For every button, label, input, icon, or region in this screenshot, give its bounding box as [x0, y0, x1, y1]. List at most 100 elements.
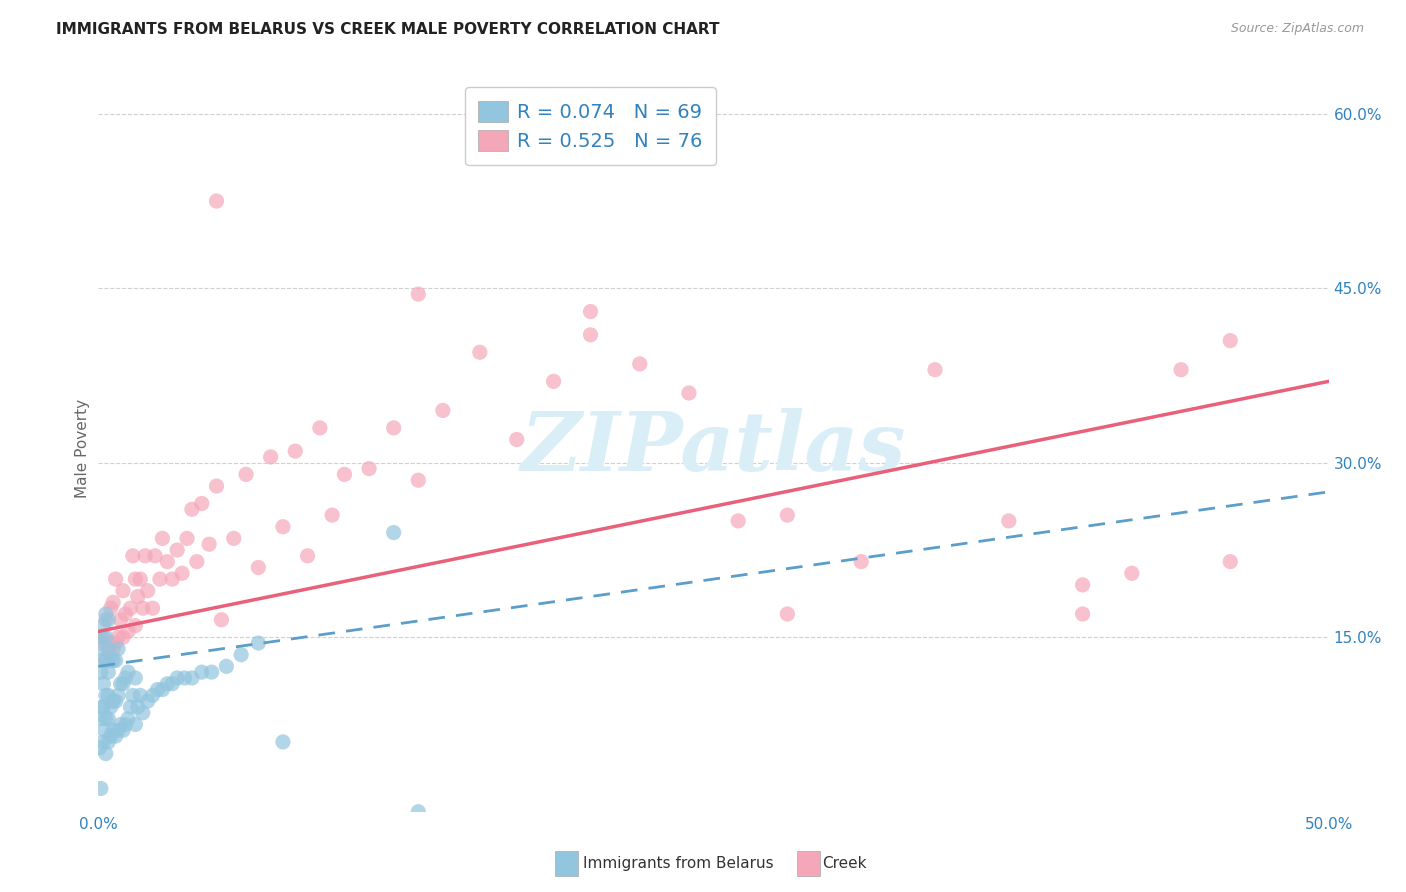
Point — [166, 543, 188, 558]
Point — [176, 532, 198, 546]
Point — [93, 641, 115, 656]
Point — [114, 671, 136, 685]
Point — [284, 444, 307, 458]
Point — [110, 677, 132, 691]
Point — [468, 345, 491, 359]
Point — [432, 403, 454, 417]
Point — [408, 287, 430, 301]
Text: IMMIGRANTS FROM BELARUS VS CREEK MALE POVERTY CORRELATION CHART: IMMIGRANTS FROM BELARUS VS CREEK MALE PO… — [56, 22, 720, 37]
Point — [114, 717, 136, 731]
Point — [297, 549, 319, 563]
Point — [215, 659, 238, 673]
Point — [97, 641, 120, 656]
Point — [180, 671, 204, 685]
Point — [103, 641, 125, 656]
Point — [143, 549, 166, 563]
Point — [211, 613, 233, 627]
Point — [94, 712, 117, 726]
Point — [1219, 334, 1241, 348]
Point — [162, 677, 183, 691]
Point — [104, 694, 127, 708]
Point — [89, 740, 111, 755]
Point — [122, 689, 145, 703]
Point — [1219, 555, 1241, 569]
Point — [382, 421, 405, 435]
Point — [173, 671, 195, 685]
Text: Source: ZipAtlas.com: Source: ZipAtlas.com — [1230, 22, 1364, 36]
Point — [776, 607, 799, 621]
Point — [100, 729, 122, 743]
Point — [107, 723, 129, 738]
Point — [129, 572, 152, 586]
Point — [97, 712, 120, 726]
Point — [222, 532, 245, 546]
Point — [271, 735, 294, 749]
Point — [107, 641, 129, 656]
Point — [156, 555, 179, 569]
Point — [382, 525, 405, 540]
Point — [191, 665, 214, 680]
Point — [166, 671, 188, 685]
Point — [998, 514, 1021, 528]
Point — [156, 677, 179, 691]
Point — [103, 694, 125, 708]
Point — [333, 467, 356, 482]
Point — [97, 665, 120, 680]
Point — [122, 549, 145, 563]
Point — [727, 514, 749, 528]
Point — [112, 723, 135, 738]
Point — [100, 636, 122, 650]
Point — [120, 700, 142, 714]
Point — [924, 362, 946, 376]
Point — [93, 618, 115, 632]
Point — [321, 508, 343, 522]
Point — [235, 467, 257, 482]
Point — [136, 694, 159, 708]
Point — [91, 653, 114, 667]
Point — [180, 502, 204, 516]
Point — [124, 618, 146, 632]
Point — [93, 630, 115, 644]
Point — [94, 689, 117, 703]
Point — [107, 630, 129, 644]
Point — [117, 665, 139, 680]
Point — [110, 613, 132, 627]
Point — [112, 677, 135, 691]
Point — [94, 630, 117, 644]
Point — [103, 595, 125, 609]
Point — [104, 653, 127, 667]
Point — [93, 677, 115, 691]
Point — [94, 747, 117, 761]
Point — [90, 636, 112, 650]
Point — [408, 805, 430, 819]
Point — [849, 555, 872, 569]
Point — [172, 566, 194, 581]
Point — [112, 583, 135, 598]
Point — [146, 682, 169, 697]
Point — [100, 601, 122, 615]
Point — [114, 607, 136, 621]
Point — [94, 607, 117, 621]
Point — [110, 717, 132, 731]
Point — [117, 624, 139, 639]
Point — [129, 689, 152, 703]
Point — [162, 572, 183, 586]
Point — [506, 433, 529, 447]
Point — [132, 601, 155, 615]
Point — [543, 375, 565, 389]
Point — [678, 386, 700, 401]
Point — [100, 653, 122, 667]
Point — [97, 641, 120, 656]
Point — [1071, 607, 1094, 621]
Point — [191, 496, 214, 510]
Point — [94, 653, 117, 667]
Point — [104, 729, 127, 743]
Point — [112, 630, 135, 644]
Point — [1071, 578, 1094, 592]
Point — [205, 479, 228, 493]
Point — [247, 636, 270, 650]
Point — [120, 601, 142, 615]
Point — [94, 613, 117, 627]
Point — [94, 653, 117, 667]
Text: Creek: Creek — [823, 856, 868, 871]
